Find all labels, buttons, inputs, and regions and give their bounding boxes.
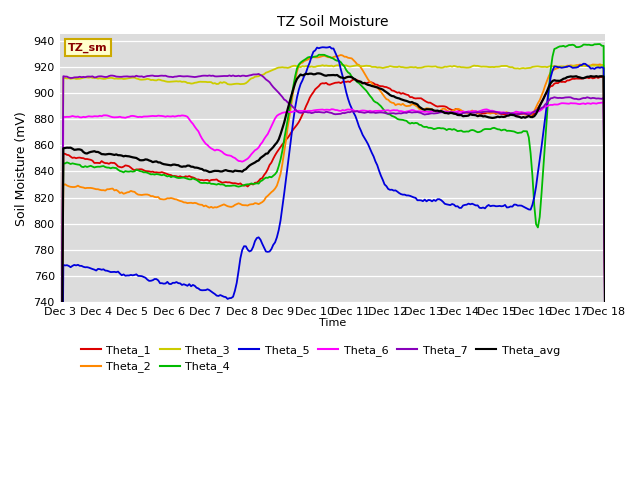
X-axis label: Time: Time xyxy=(319,318,346,328)
Y-axis label: Soil Moisture (mV): Soil Moisture (mV) xyxy=(15,111,28,226)
Text: TZ_sm: TZ_sm xyxy=(68,42,108,53)
Legend: Theta_1, Theta_2, Theta_3, Theta_4, Theta_5, Theta_6, Theta_7, Theta_avg: Theta_1, Theta_2, Theta_3, Theta_4, Thet… xyxy=(76,341,564,377)
Title: TZ Soil Moisture: TZ Soil Moisture xyxy=(277,15,388,29)
